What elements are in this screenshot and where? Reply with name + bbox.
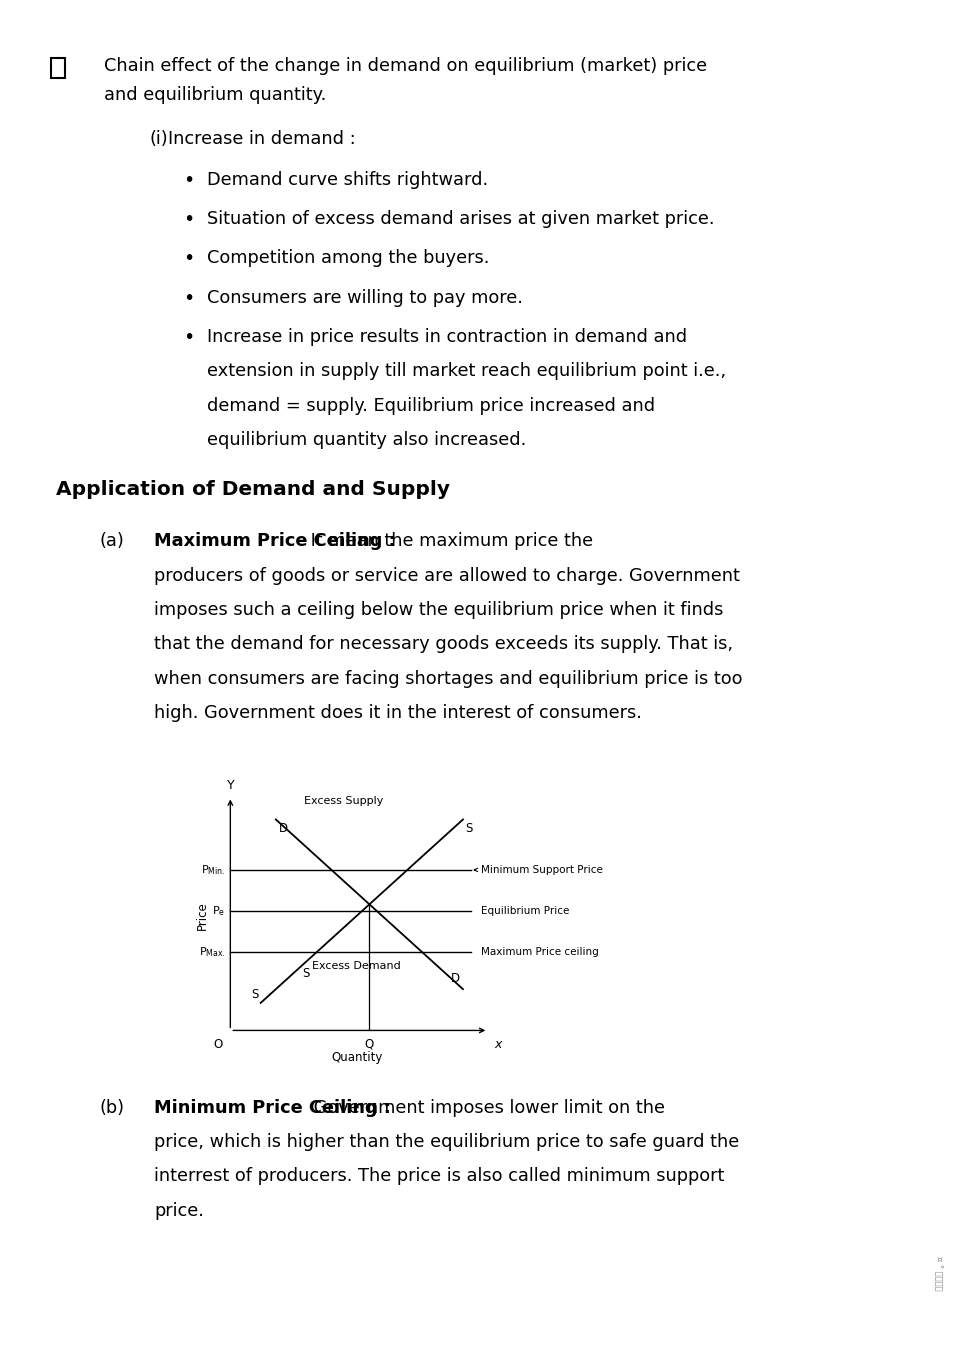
- Text: Application of Demand and Supply: Application of Demand and Supply: [56, 480, 450, 499]
- Text: demand = supply. Equilibrium price increased and: demand = supply. Equilibrium price incre…: [207, 397, 654, 415]
- Text: Maximum Price Ceiling :: Maximum Price Ceiling :: [154, 533, 395, 550]
- Text: $\mathregular{P_e}$: $\mathregular{P_e}$: [211, 904, 225, 919]
- Text: that the demand for necessary goods exceeds its supply. That is,: that the demand for necessary goods exce…: [154, 635, 732, 653]
- Text: S: S: [302, 966, 309, 980]
- Text: Government imposes lower limit on the: Government imposes lower limit on the: [308, 1099, 664, 1117]
- Text: imposes such a ceiling below the equilibrium price when it finds: imposes such a ceiling below the equilib…: [154, 602, 723, 619]
- Text: Increase in price results in contraction in demand and: Increase in price results in contraction…: [207, 328, 686, 346]
- Text: Q: Q: [364, 1038, 374, 1050]
- Text: O: O: [212, 1038, 222, 1050]
- Text: interrest of producers. The price is also called minimum support: interrest of producers. The price is als…: [154, 1168, 724, 1186]
- Text: •: •: [183, 249, 194, 268]
- Text: price, which is higher than the equilibrium price to safe guard the: price, which is higher than the equilibr…: [154, 1133, 738, 1152]
- Text: high. Government does it in the interest of consumers.: high. Government does it in the interest…: [154, 705, 641, 722]
- Text: Quantity: Quantity: [331, 1051, 382, 1065]
- Text: D: D: [278, 821, 287, 835]
- Text: D: D: [451, 972, 460, 985]
- Text: Demand curve shifts rightward.: Demand curve shifts rightward.: [207, 171, 487, 188]
- Text: Increase in demand :: Increase in demand :: [168, 130, 356, 148]
- Text: $\mathregular{P_{Max.}}$: $\mathregular{P_{Max.}}$: [199, 946, 225, 959]
- Text: It mean the maximum price the: It mean the maximum price the: [305, 533, 593, 550]
- Text: Chain effect of the change in demand on equilibrium (market) price: Chain effect of the change in demand on …: [104, 57, 706, 75]
- Text: extension in supply till market reach equilibrium point i.e.,: extension in supply till market reach eq…: [207, 362, 726, 381]
- Text: (b): (b): [99, 1099, 124, 1117]
- Text: Minimum Support Price: Minimum Support Price: [480, 864, 602, 875]
- Text: •: •: [183, 171, 194, 190]
- Text: price.: price.: [154, 1202, 204, 1220]
- Text: •: •: [183, 210, 194, 229]
- Text: ¤ ° ।॥१ॣ: ¤ ° ।॥१ॣ: [932, 1256, 942, 1291]
- Text: (a): (a): [99, 533, 124, 550]
- Text: x: x: [494, 1038, 502, 1050]
- Text: producers of goods or service are allowed to charge. Government: producers of goods or service are allowe…: [154, 566, 739, 585]
- Text: Excess Supply: Excess Supply: [304, 797, 383, 806]
- Text: Maximum Price ceiling: Maximum Price ceiling: [480, 947, 598, 958]
- Text: Equilibrium Price: Equilibrium Price: [480, 906, 569, 916]
- Text: when consumers are facing shortages and equilibrium price is too: when consumers are facing shortages and …: [154, 669, 742, 688]
- Text: S: S: [465, 821, 473, 835]
- Text: Minimum Price Ceiling :: Minimum Price Ceiling :: [154, 1099, 390, 1117]
- Text: Consumers are willing to pay more.: Consumers are willing to pay more.: [207, 289, 522, 306]
- Text: $\mathregular{P_{Min.}}$: $\mathregular{P_{Min.}}$: [201, 863, 225, 877]
- Text: Price: Price: [196, 901, 209, 930]
- Text: (i): (i): [149, 130, 167, 148]
- Text: equilibrium quantity also increased.: equilibrium quantity also increased.: [207, 431, 526, 449]
- Text: •: •: [183, 328, 194, 347]
- Text: Situation of excess demand arises at given market price.: Situation of excess demand arises at giv…: [207, 210, 714, 228]
- Text: •: •: [183, 289, 194, 308]
- Text: and equilibrium quantity.: and equilibrium quantity.: [104, 87, 326, 104]
- Text: Y: Y: [226, 779, 234, 791]
- Text: S: S: [251, 988, 258, 1000]
- Bar: [51, 58, 64, 77]
- Text: Competition among the buyers.: Competition among the buyers.: [207, 249, 489, 267]
- Text: Excess Demand: Excess Demand: [312, 961, 401, 972]
